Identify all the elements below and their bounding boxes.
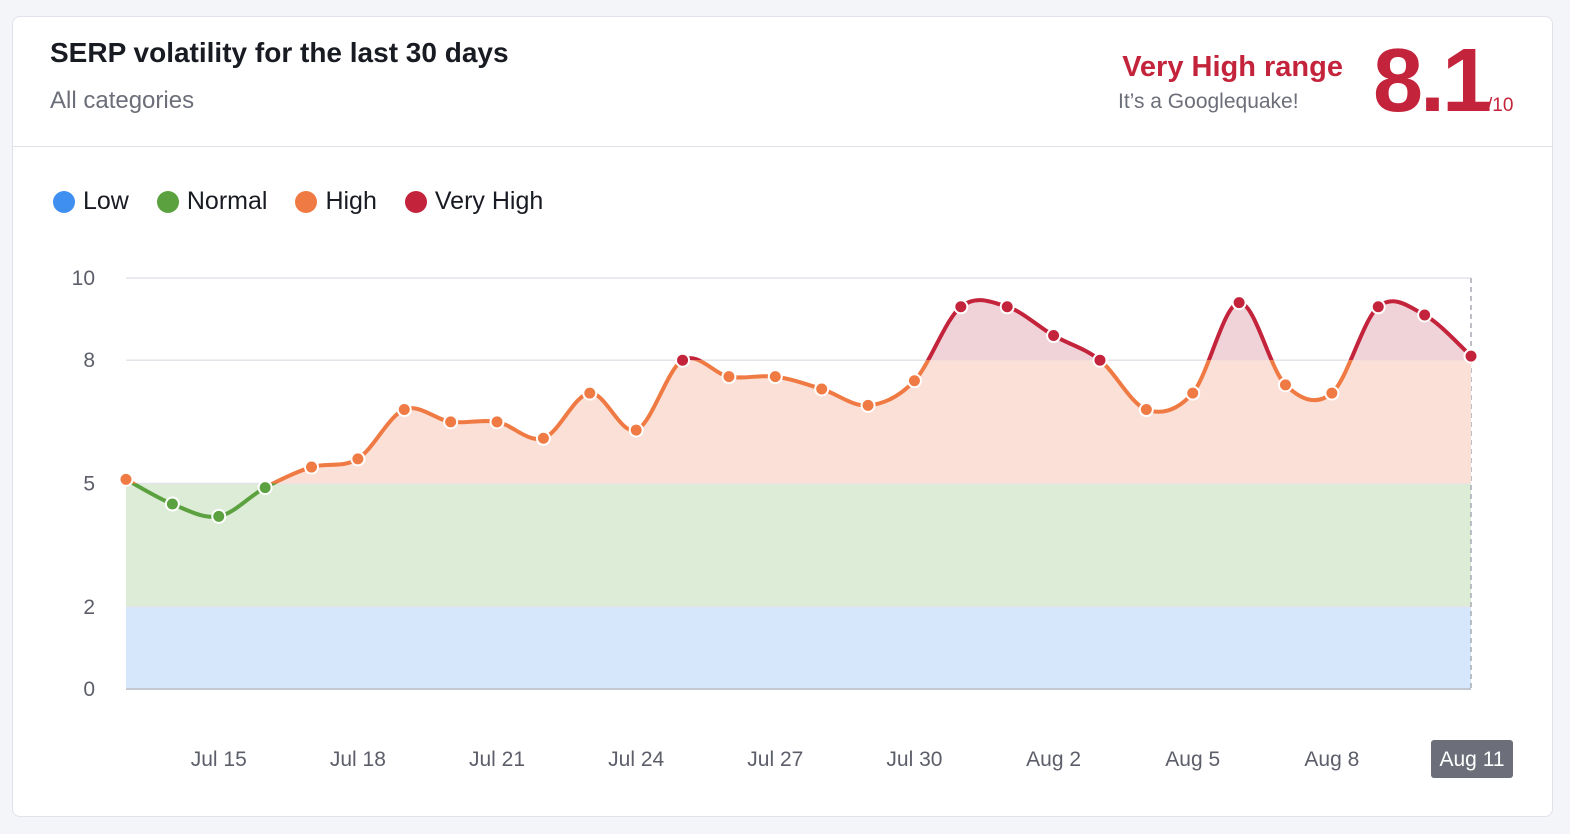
data-point[interactable]: Aug 6: 9.4 <box>1231 295 1247 311</box>
chart-legend: Low Normal High Very High <box>53 187 543 216</box>
data-point[interactable]: Aug 1: 9.3 <box>999 299 1015 315</box>
legend-dot-high-icon <box>295 190 318 213</box>
data-point[interactable]: Jul 22: 6.1 <box>535 430 551 446</box>
data-point[interactable]: Jul 13: 5.1 <box>118 471 134 487</box>
y-tick-label: 8 <box>83 349 95 372</box>
legend-item-very-high[interactable]: Very High <box>404 187 544 216</box>
card-title: SERP volatility for the last 30 days <box>50 37 509 68</box>
data-point[interactable]: Jul 28: 7.3 <box>814 381 830 397</box>
legend-item-low[interactable]: Low <box>53 187 129 216</box>
x-tick-label: Aug 2 <box>1026 748 1081 771</box>
data-point[interactable]: Aug 10: 9.1 <box>1417 307 1433 323</box>
data-point[interactable]: Aug 3: 8 <box>1092 352 1108 368</box>
data-point[interactable]: Aug 11: 8.1 <box>1463 348 1479 364</box>
data-point[interactable]: Aug 2: 8.6 <box>1046 328 1062 344</box>
x-tick-label: Jul 18 <box>330 748 386 771</box>
x-tick-label: Jul 21 <box>469 748 525 771</box>
y-tick-label: 2 <box>83 596 95 619</box>
data-point[interactable]: Jul 29: 6.9 <box>860 397 876 413</box>
data-point[interactable]: Aug 8: 7.2 <box>1324 385 1340 401</box>
legend-dot-low-icon <box>53 190 75 213</box>
legend-dot-very-high-icon <box>404 190 427 213</box>
data-point[interactable]: Jul 21: 6.5 <box>489 414 505 430</box>
y-tick-label: 0 <box>83 678 95 701</box>
volatility-score: 8.1 <box>1373 31 1492 131</box>
legend-item-normal[interactable]: Normal <box>156 187 268 216</box>
x-tick-label: Jul 15 <box>191 748 247 771</box>
data-point[interactable]: Jul 14: 4.5 <box>164 496 180 512</box>
data-point[interactable]: Jul 16: 4.9 <box>257 480 273 496</box>
volatility-chart[interactable]: Jul 13: 5.1 Jul 14: 4.5 Jul 15: 4.2 Jul 16:… <box>13 17 1554 818</box>
y-tick-label: 10 <box>72 267 95 290</box>
data-point[interactable]: Jul 30: 7.5 <box>906 373 922 389</box>
data-point[interactable]: Jul 18: 5.6 <box>350 451 366 467</box>
data-point[interactable]: Jul 23: 7.2 <box>582 385 598 401</box>
data-point[interactable]: Jul 26: 7.6 <box>721 369 737 385</box>
legend-label-normal: Normal <box>186 187 268 215</box>
data-point[interactable]: Aug 7: 7.4 <box>1277 377 1293 393</box>
data-point[interactable]: Jul 19: 6.8 <box>396 402 412 418</box>
legend-dot-normal-icon <box>156 190 179 213</box>
area-high <box>126 360 1471 484</box>
serp-volatility-card: SERP volatility for the last 30 days All… <box>12 16 1553 817</box>
data-point[interactable]: Jul 27: 7.6 <box>767 369 783 385</box>
card-header: SERP volatility for the last 30 days All… <box>13 17 1552 147</box>
data-point[interactable]: Jul 20: 6.5 <box>443 414 459 430</box>
band-low <box>126 606 1471 689</box>
data-point[interactable]: Jul 25: 8 <box>675 352 691 368</box>
data-point[interactable]: Jul 31: 9.3 <box>953 299 969 315</box>
range-label: Very High range <box>1122 51 1343 83</box>
volatility-score-max: /10 <box>1487 95 1514 116</box>
y-tick-label: 5 <box>83 473 95 496</box>
data-point[interactable]: Jul 17: 5.4 <box>304 459 320 475</box>
data-point[interactable]: Aug 5: 7.2 <box>1185 385 1201 401</box>
data-point[interactable]: Aug 4: 6.8 <box>1138 402 1154 418</box>
x-tick-label: Aug 11 <box>1440 748 1505 771</box>
line-very-high <box>679 298 1473 361</box>
data-point[interactable]: Aug 9: 9.3 <box>1370 299 1386 315</box>
range-description: It’s a Googlequake! <box>1118 90 1299 113</box>
band-normal <box>126 483 1471 607</box>
category-selector[interactable]: All categories <box>50 87 195 114</box>
x-tick-label: Jul 27 <box>747 748 803 771</box>
x-tick-label: Jul 24 <box>608 748 664 771</box>
x-tick-label: Aug 8 <box>1304 748 1359 771</box>
x-tick-highlight <box>1431 740 1513 778</box>
legend-item-high[interactable]: High <box>295 187 377 216</box>
x-tick-label: Aug 5 <box>1165 748 1220 771</box>
legend-label-high: High <box>325 187 377 215</box>
legend-label-low: Low <box>83 187 129 215</box>
data-point[interactable]: Jul 15: 4.2 <box>211 508 227 524</box>
x-tick-label: Jul 30 <box>886 748 942 771</box>
data-point[interactable]: Jul 24: 6.3 <box>628 422 644 438</box>
legend-label-very-high: Very High <box>434 187 544 215</box>
